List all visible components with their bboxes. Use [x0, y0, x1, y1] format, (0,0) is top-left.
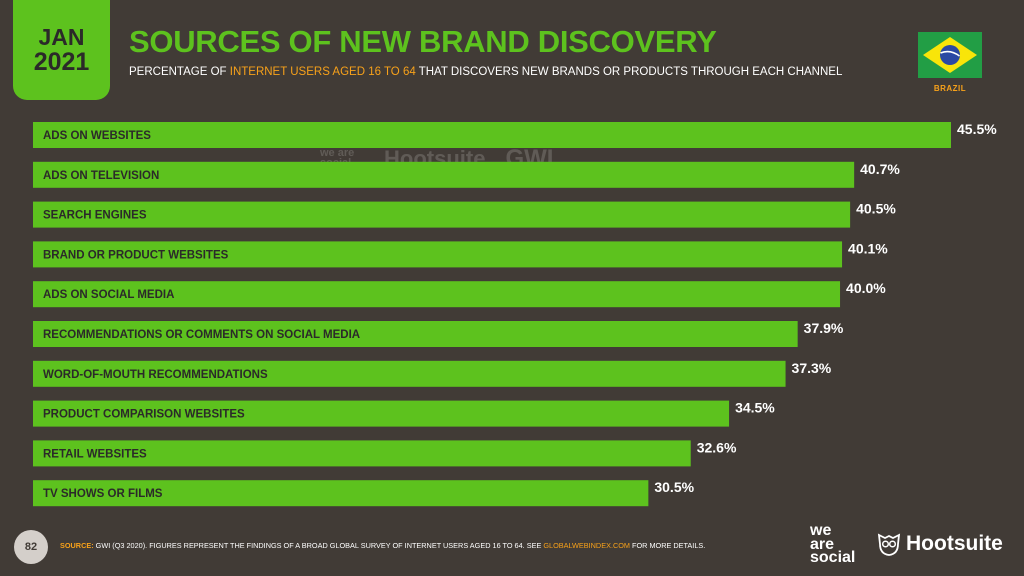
bar-category-label: WORD-OF-MOUTH RECOMMENDATIONS — [43, 369, 268, 381]
hootsuite-logo-text: Hootsuite — [906, 532, 1003, 555]
bar-value-label: 37.3% — [792, 360, 832, 376]
bar — [33, 281, 841, 308]
bar-category-label: ADS ON TELEVISION — [43, 170, 159, 182]
bar-category-label: PRODUCT COMPARISON WEBSITES — [43, 409, 245, 421]
bar — [33, 201, 851, 228]
bar-category-label: RECOMMENDATIONS OR COMMENTS ON SOCIAL ME… — [43, 329, 360, 341]
page-title: SOURCES OF NEW BRAND DISCOVERY — [129, 24, 717, 59]
logo-are: are — [810, 535, 835, 553]
country-label: BRAZIL — [933, 84, 967, 93]
bar-category-label: SEARCH ENGINES — [43, 210, 147, 222]
bar-value-label: 34.5% — [735, 400, 775, 416]
we-are-social-logo: we are social — [810, 522, 856, 567]
page-number: 82 — [14, 530, 48, 564]
source-end: FOR MORE DETAILS. — [630, 541, 706, 550]
bar-value-label: 30.5% — [654, 479, 694, 495]
bar — [33, 122, 951, 148]
source-label: SOURCE: — [60, 541, 94, 550]
page-subtitle: PERCENTAGE OF INTERNET USERS AGED 16 TO … — [129, 66, 842, 78]
bar — [33, 400, 730, 427]
subtitle-highlight: INTERNET USERS AGED 16 TO 64 — [229, 66, 416, 78]
bar-value-label: 40.5% — [856, 201, 896, 217]
source-text: GWI (Q3 2020). FIGURES REPRESENT THE FIN… — [93, 541, 544, 550]
bar — [33, 480, 649, 507]
bar-category-label: ADS ON SOCIAL MEDIA — [43, 289, 174, 301]
source-note: SOURCE: GWI (Q3 2020). FIGURES REPRESENT… — [60, 541, 705, 550]
bar-value-label: 32.6% — [697, 439, 737, 455]
source-link[interactable]: GLOBALWEBINDEX.COM — [543, 541, 630, 550]
bar-category-label: BRAND OR PRODUCT WEBSITES — [43, 249, 229, 261]
subtitle-suffix: THAT DISCOVERS NEW BRANDS OR PRODUCTS TH… — [415, 66, 843, 78]
bar-category-label: RETAIL WEBSITES — [43, 448, 147, 460]
logo-social: social — [810, 549, 856, 567]
date-year: 2021 — [33, 47, 90, 76]
bar-value-label: 40.1% — [848, 240, 888, 256]
subtitle-prefix: PERCENTAGE OF — [129, 66, 230, 78]
bar — [33, 321, 798, 347]
bar — [33, 360, 786, 387]
bar-category-label: TV SHOWS OR FILMS — [43, 488, 163, 500]
date-badge: JAN 2021 — [13, 0, 110, 100]
bar-value-label: 45.5% — [957, 121, 997, 137]
logo-we: we — [810, 522, 832, 539]
date-month: JAN — [38, 23, 85, 50]
bar — [33, 440, 691, 467]
bar-value-label: 37.9% — [804, 320, 844, 336]
brazil-flag-icon — [918, 32, 982, 78]
bar — [33, 241, 843, 268]
bar-value-label: 40.0% — [846, 280, 886, 296]
bar — [33, 161, 855, 188]
hootsuite-owl-icon — [877, 533, 901, 556]
bar-value-label: 40.7% — [860, 161, 900, 177]
bar-category-label: ADS ON WEBSITES — [43, 130, 151, 142]
